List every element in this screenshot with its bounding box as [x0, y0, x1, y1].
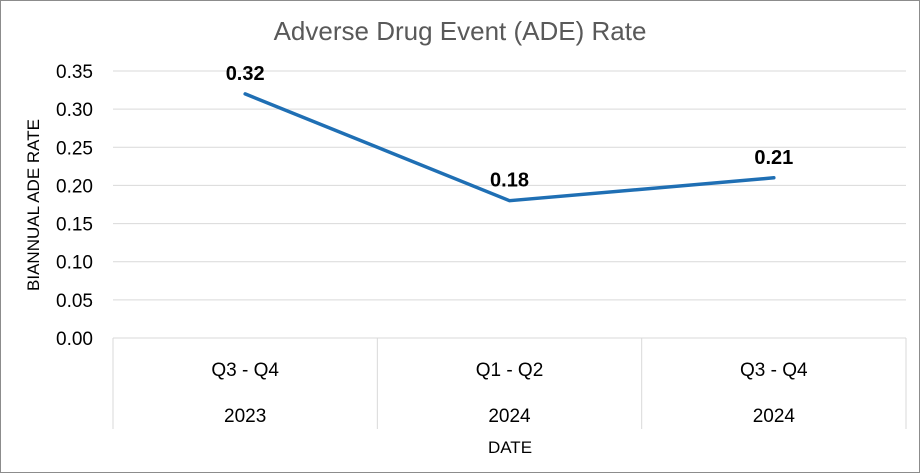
y-axis-title: BIANNUAL ADE RATE [24, 119, 43, 291]
category-axis: Q3 - Q4 2023 Q1 - Q2 2024 Q3 - Q4 2024 [112, 338, 907, 429]
data-label: 0.32 [226, 63, 265, 85]
y-tick-label: 0.15 [56, 215, 93, 236]
y-axis-ticks: 0.00 0.05 0.10 0.15 0.20 0.25 0.30 0.35 [56, 62, 93, 350]
data-label: 0.18 [490, 170, 529, 192]
x-tick-year: 2024 [488, 406, 531, 427]
x-tick-period: Q3 - Q4 [740, 360, 808, 381]
gridlines [113, 70, 906, 339]
data-labels: 0.32 0.18 0.21 [226, 63, 794, 192]
series-layer [243, 92, 776, 203]
x-axis-title: DATE [488, 438, 532, 457]
x-tick-period: Q1 - Q2 [476, 360, 544, 381]
y-tick-label: 0.05 [56, 291, 93, 312]
y-tick-label: 0.00 [56, 329, 93, 350]
data-label: 0.21 [754, 147, 793, 169]
x-tick-year: 2024 [753, 406, 796, 427]
y-tick-label: 0.20 [56, 176, 93, 197]
y-tick-label: 0.30 [56, 100, 93, 121]
chart-title: Adverse Drug Event (ADE) Rate [274, 16, 647, 46]
y-tick-label: 0.25 [56, 138, 93, 159]
y-tick-label: 0.10 [56, 253, 93, 274]
y-tick-label: 0.35 [56, 62, 93, 83]
x-tick-year: 2023 [224, 406, 266, 427]
x-tick-period: Q3 - Q4 [211, 360, 279, 381]
